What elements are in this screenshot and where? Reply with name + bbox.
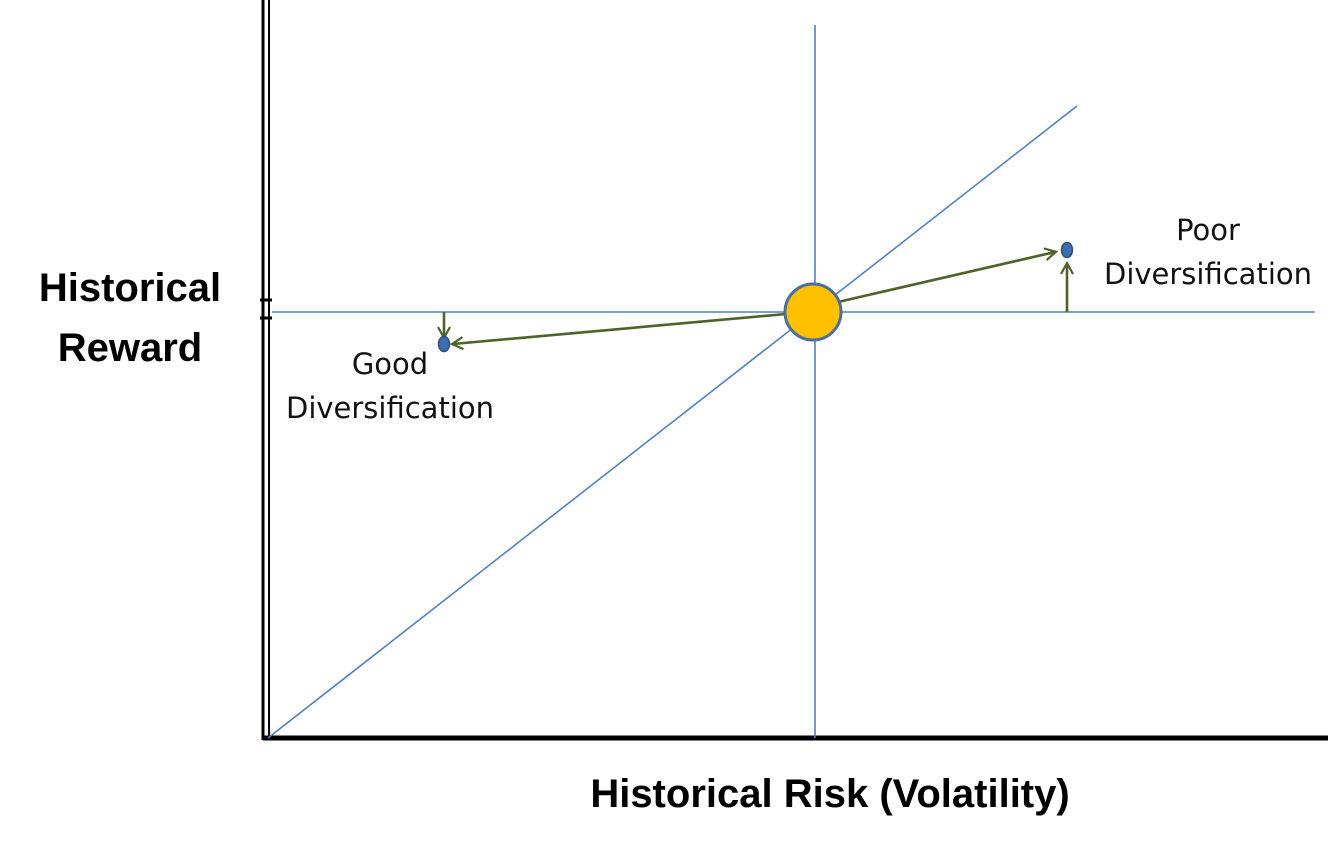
y-axis-title-line1: Historical <box>38 266 222 310</box>
y-axis-title: Historical Reward <box>10 258 250 378</box>
poor-label-line1: Poor <box>1176 213 1240 247</box>
good-diversification-label: Good Diversification <box>270 342 510 430</box>
poor-label-line2: Diversification <box>1103 257 1312 291</box>
good-label-line2: Diversification <box>285 391 494 425</box>
poor-diversification-point <box>1060 241 1074 259</box>
x-axis-title: Historical Risk (Volatility) <box>590 772 1070 816</box>
good-label-line1: Good <box>351 347 429 381</box>
benchmark-center-circle <box>783 282 843 342</box>
arrow-to-poor-point <box>837 252 1055 304</box>
y-axis-title-line2: Reward <box>57 326 203 370</box>
poor-diversification-label: Poor Diversification <box>1088 208 1328 296</box>
diagonal-risk-reward-line <box>267 105 1078 739</box>
arrow-to-good-point <box>453 312 787 344</box>
good-diversification-point <box>437 335 451 353</box>
